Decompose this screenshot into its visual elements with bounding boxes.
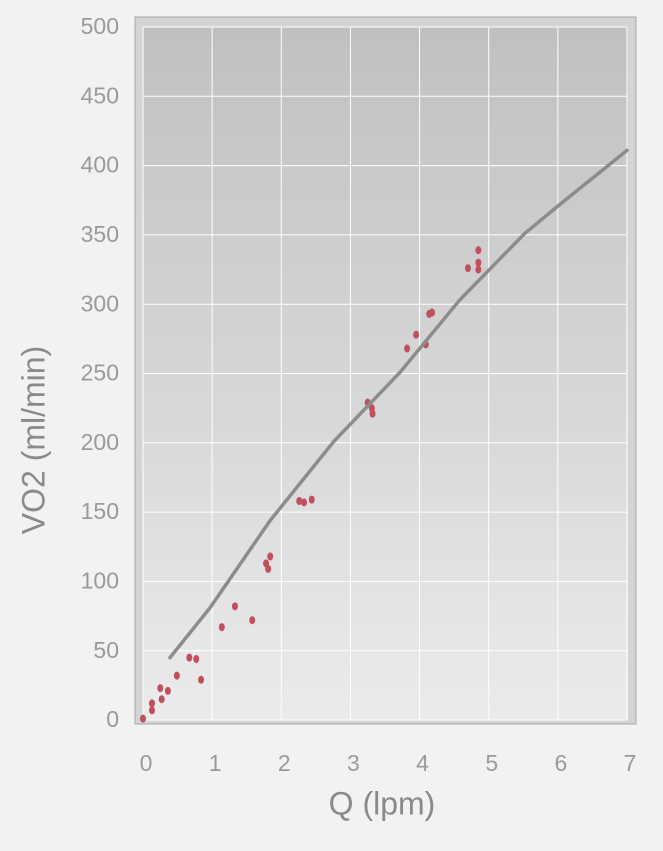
data-point xyxy=(413,330,420,339)
y-tick-label: 450 xyxy=(81,82,119,108)
data-point xyxy=(148,699,155,708)
data-point xyxy=(249,616,256,625)
data-point xyxy=(404,344,411,353)
data-point xyxy=(157,684,164,693)
data-point xyxy=(369,409,376,418)
y-tick-label: 50 xyxy=(93,637,119,663)
x-tick-label: 7 xyxy=(624,750,637,776)
y-axis-title: VO2 (ml/min) xyxy=(15,346,51,534)
data-point xyxy=(186,653,193,662)
data-point xyxy=(475,258,482,267)
x-tick-label: 0 xyxy=(140,750,153,776)
data-point xyxy=(198,675,205,684)
data-point xyxy=(296,497,303,506)
y-tick-label: 200 xyxy=(81,429,119,455)
x-tick-label: 5 xyxy=(485,750,498,776)
y-tick-label: 300 xyxy=(81,290,119,316)
data-point xyxy=(475,265,482,274)
x-axis-title: Q (lpm) xyxy=(329,785,436,821)
data-point xyxy=(308,495,315,504)
x-tick-label: 4 xyxy=(416,750,429,776)
x-tick-label: 2 xyxy=(278,750,291,776)
data-point xyxy=(158,695,165,704)
data-point xyxy=(429,308,436,317)
y-tick-label: 500 xyxy=(81,13,119,39)
data-point xyxy=(475,246,482,255)
x-tick-label: 1 xyxy=(209,750,222,776)
y-tick-label: 250 xyxy=(81,360,119,386)
data-point xyxy=(148,706,155,715)
x-tick-label: 3 xyxy=(347,750,360,776)
data-point xyxy=(301,498,308,507)
y-tick-label: 100 xyxy=(81,567,119,593)
grid xyxy=(142,26,628,721)
y-tick-label: 150 xyxy=(81,498,119,524)
data-point xyxy=(173,671,180,680)
data-point xyxy=(193,655,200,664)
data-point xyxy=(464,264,471,273)
y-tick-label: 400 xyxy=(81,152,119,178)
data-point xyxy=(140,714,146,723)
marks xyxy=(140,148,629,723)
data-point xyxy=(218,623,225,632)
data-point xyxy=(267,552,274,561)
data-point xyxy=(265,564,272,573)
y-tick-label: 0 xyxy=(106,706,119,732)
data-point xyxy=(231,602,238,611)
x-tick-label: 6 xyxy=(554,750,567,776)
y-tick-label: 350 xyxy=(81,221,119,247)
data-point xyxy=(164,686,171,695)
fit-line xyxy=(168,148,629,660)
